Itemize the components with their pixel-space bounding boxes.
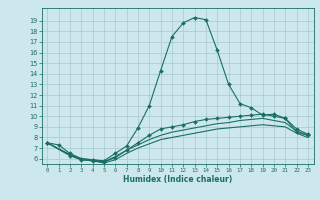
X-axis label: Humidex (Indice chaleur): Humidex (Indice chaleur) xyxy=(123,175,232,184)
